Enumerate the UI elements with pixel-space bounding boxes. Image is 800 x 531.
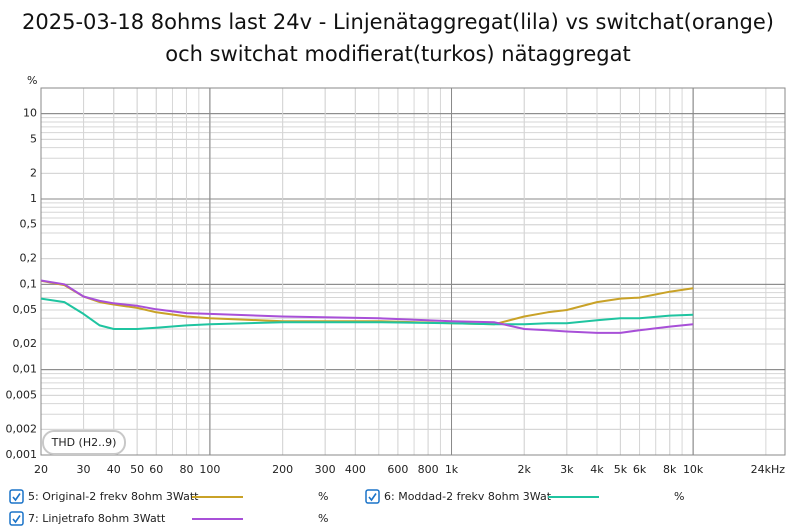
legend-label: 7: Linjetrafo 8ohm 3Watt — [28, 512, 166, 525]
y-tick-label: 0,1 — [20, 277, 38, 290]
x-tick-label: 4k — [590, 463, 604, 476]
legend-check[interactable] — [368, 493, 377, 502]
y-tick-label: 0,2 — [20, 252, 38, 265]
y-tick-label: 1 — [30, 192, 37, 205]
legend-checkbox[interactable] — [9, 511, 24, 526]
y-tick-label: 0,01 — [13, 363, 38, 376]
y-tick-label: 0,002 — [6, 422, 38, 435]
x-tick-label: 1k — [445, 463, 459, 476]
legend-label: 6: Moddad-2 frekv 8ohm 3Wat — [384, 490, 552, 503]
x-tick-label: 8k — [663, 463, 677, 476]
y-tick-label: 0,02 — [13, 337, 38, 350]
x-tick-label: 80 — [179, 463, 193, 476]
y-tick-label: 0,005 — [6, 388, 38, 401]
y-axis-label: % — [27, 74, 37, 87]
legend-unit: % — [318, 490, 328, 503]
x-tick-label: 400 — [345, 463, 366, 476]
y-tick-label: 0,001 — [6, 448, 38, 461]
y-tick-label: 10 — [23, 107, 37, 120]
series-line — [40, 279, 694, 334]
y-tick-label: 5 — [30, 132, 37, 145]
x-tick-label: 600 — [387, 463, 408, 476]
legend-checkbox[interactable] — [9, 489, 24, 504]
chart-title: 2025-03-18 8ohms last 24v - Linjenätaggr… — [22, 10, 774, 34]
annotation: THD (H2..9) — [51, 436, 117, 449]
legend-check[interactable] — [12, 515, 21, 524]
x-tick-label: 300 — [315, 463, 336, 476]
plot-border — [40, 87, 786, 456]
legend-checkbox[interactable] — [365, 489, 380, 504]
x-tick-label: 5k — [614, 463, 628, 476]
x-tick-label: 200 — [272, 463, 293, 476]
y-tick-label: 0,5 — [20, 218, 38, 231]
legend-item: 7: Linjetrafo 8ohm 3Watt% — [9, 511, 328, 526]
annotation-box — [42, 430, 126, 455]
x-tick-label: 2k — [518, 463, 532, 476]
x-tick-label: 100 — [199, 463, 220, 476]
legend-unit: % — [318, 512, 328, 525]
x-tick-label: 24kHz — [751, 463, 786, 476]
x-tick-label: 60 — [149, 463, 163, 476]
x-tick-label: 40 — [107, 463, 121, 476]
x-tick-label: 20 — [34, 463, 48, 476]
x-tick-label: 50 — [130, 463, 144, 476]
legend-item: 5: Original-2 frekv 8ohm 3Watt% — [9, 489, 328, 504]
y-tick-label: 0,05 — [13, 303, 38, 316]
x-tick-label: 6k — [633, 463, 647, 476]
plot-area — [41, 88, 785, 455]
legend-unit: % — [674, 490, 684, 503]
legend-item: 6: Moddad-2 frekv 8ohm 3Wat% — [365, 489, 684, 504]
x-tick-label: 30 — [77, 463, 91, 476]
y-tick-label: 2 — [30, 166, 37, 179]
x-tick-label: 3k — [560, 463, 574, 476]
legend-check[interactable] — [12, 493, 21, 502]
legend-label: 5: Original-2 frekv 8ohm 3Watt — [28, 490, 199, 503]
x-tick-label: 800 — [418, 463, 439, 476]
series-line — [40, 297, 694, 330]
chart-title: och switchat modifierat(turkos) nätaggre… — [165, 42, 630, 66]
x-tick-label: 10k — [683, 463, 704, 476]
